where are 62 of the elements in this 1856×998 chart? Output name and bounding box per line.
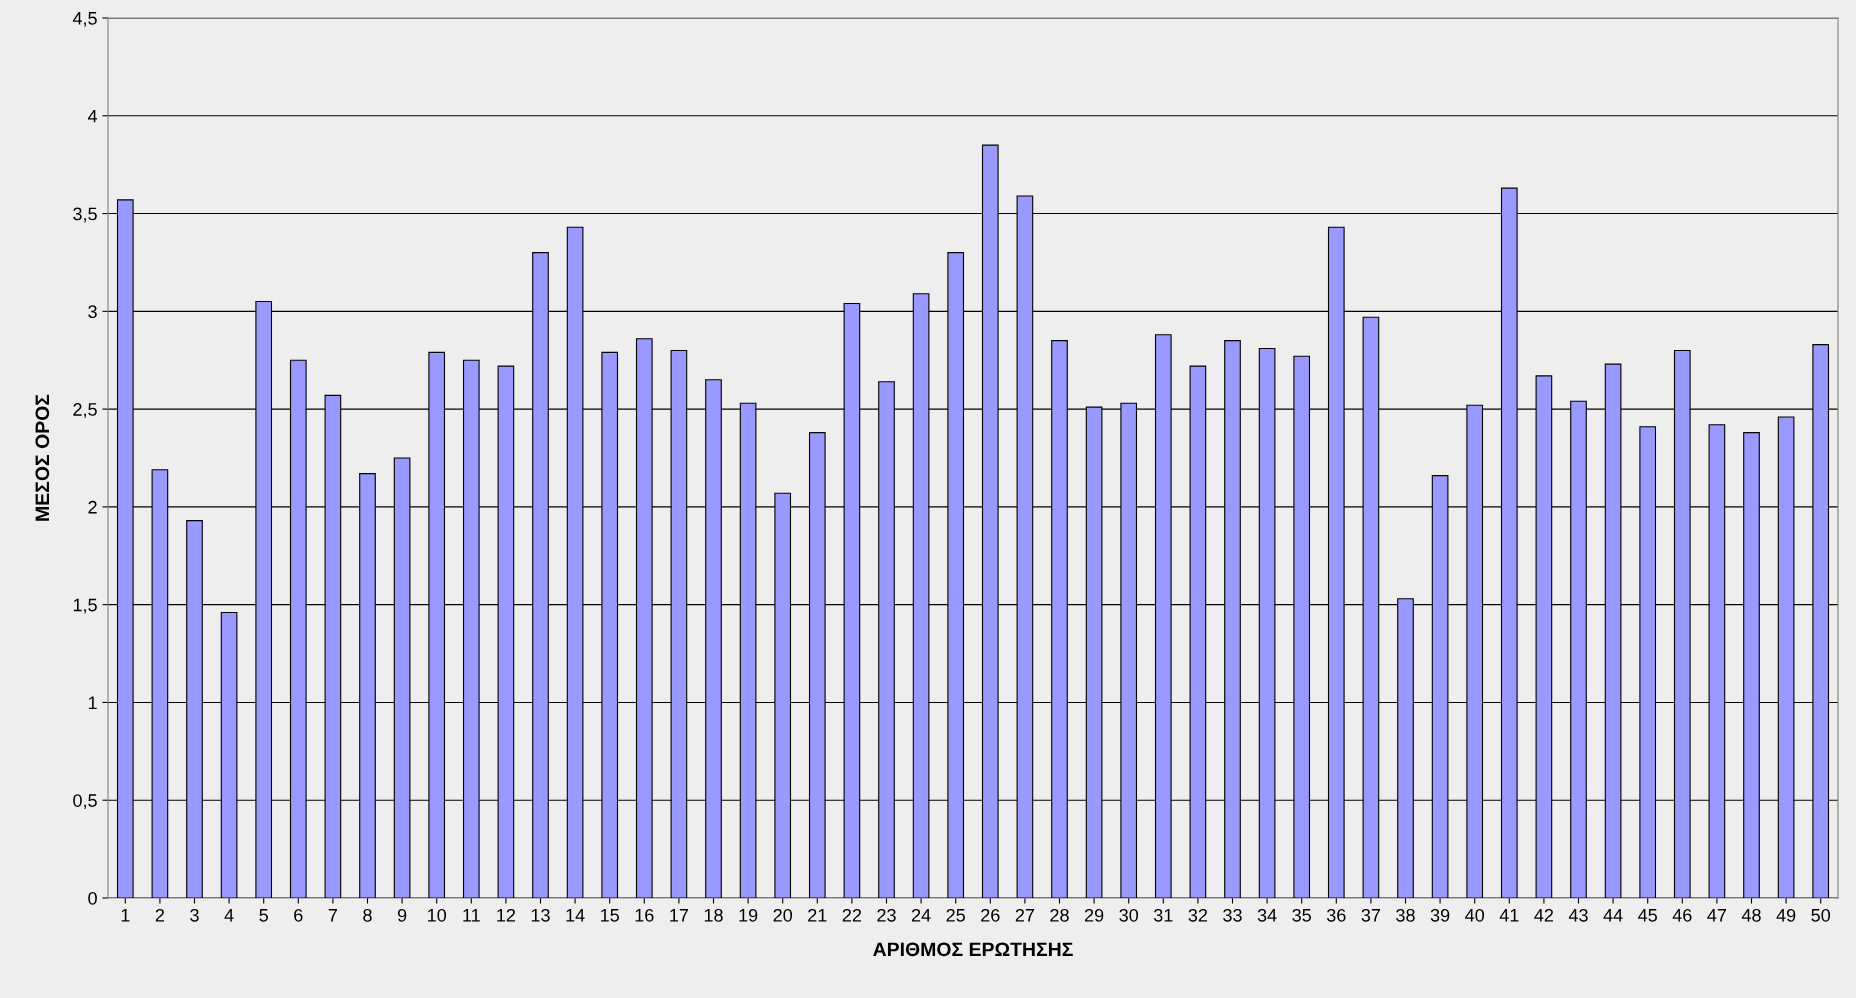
x-tick-label: 47 [1707, 909, 1727, 922]
x-tick-label: 36 [1326, 908, 1346, 922]
y-tick-label: 3,5 [73, 207, 97, 223]
x-tick-label: 8 [363, 908, 372, 922]
x-tick-label: 29 [1084, 908, 1104, 922]
x-tick-label: 16 [635, 908, 654, 922]
x-tick-label: 20 [773, 908, 793, 922]
x-tick-label: 34 [1257, 908, 1277, 922]
x-tick-label: 15 [601, 909, 619, 922]
x-tick-label: 39 [1430, 908, 1450, 922]
x-tick-label: 12 [497, 908, 516, 922]
x-tick-label: 38 [1396, 908, 1415, 922]
y-tick-label: 0,5 [73, 794, 97, 810]
x-tick-label: 45 [1638, 909, 1657, 922]
x-tick-label: 37 [1361, 908, 1381, 922]
x-tick-label: 24 [911, 908, 931, 922]
x-tick-label: 32 [1188, 908, 1208, 922]
x-axis-title: ΑΡΙΘΜΟΣ ΕΡΩΤΗΣΗΣ [873, 942, 1073, 957]
x-tick-label: 3 [190, 908, 199, 922]
x-tick-label: 17 [670, 909, 689, 922]
x-tick-label: 22 [842, 908, 862, 922]
x-tick-label: 41 [1499, 909, 1519, 922]
x-tick-label: 26 [981, 908, 1000, 922]
x-tick-label: 50 [1811, 908, 1831, 922]
x-tick-label: 1 [121, 909, 130, 922]
x-tick-label: 9 [397, 908, 407, 922]
x-tick-label: 21 [808, 908, 827, 922]
x-tick-label: 18 [704, 908, 723, 922]
x-tick-label: 25 [946, 908, 965, 922]
x-tick-label: 35 [1292, 908, 1311, 922]
x-tick-label: 4 [224, 909, 234, 922]
x-tick-label: 23 [877, 908, 896, 922]
y-tick-label: 1 [88, 696, 97, 709]
x-tick-label: 14 [566, 909, 585, 922]
x-tick-label: 31 [1153, 908, 1173, 922]
x-tick-label: 42 [1534, 908, 1554, 922]
x-tick-label: 43 [1568, 908, 1588, 922]
x-tick-label: 46 [1672, 908, 1692, 922]
x-tick-label: 5 [259, 909, 268, 922]
x-tick-label: 48 [1741, 908, 1761, 922]
x-tick-label: 30 [1119, 908, 1139, 922]
x-tick-label: 2 [155, 908, 165, 922]
x-tick-label: 13 [531, 908, 550, 922]
x-tick-label: 7 [328, 909, 338, 922]
x-tick-label: 19 [739, 908, 758, 922]
x-tick-label: 44 [1603, 909, 1623, 922]
y-tick-label: 2,5 [73, 403, 97, 418]
x-tick-label: 33 [1223, 908, 1242, 922]
y-tick-label: 4 [87, 109, 98, 123]
y-tick-label: 0 [88, 891, 97, 905]
x-tick-label: 11 [463, 909, 480, 922]
x-tick-label: 6 [294, 908, 303, 922]
y-axis-title: ΜΕΣΟΣ ΟΡΟΣ [35, 394, 50, 521]
y-tick-label: 2 [88, 500, 97, 514]
y-tick-label: 3 [88, 305, 97, 319]
x-tick-label: 40 [1465, 908, 1485, 922]
y-tick-label: 4,5 [72, 12, 97, 27]
x-tick-label: 28 [1050, 908, 1069, 922]
x-tick-label: 49 [1776, 908, 1796, 922]
x-tick-label: 10 [428, 908, 447, 922]
x-tick-label: 27 [1015, 908, 1035, 922]
y-tick-label: 1,5 [73, 598, 97, 614]
